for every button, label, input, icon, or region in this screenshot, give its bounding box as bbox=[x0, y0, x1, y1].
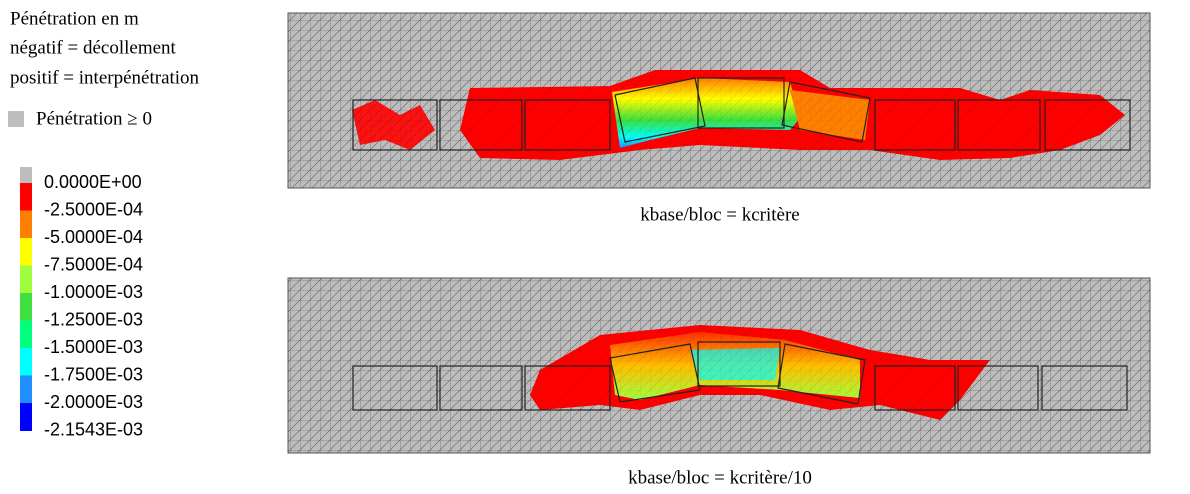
colorbar-label: -1.0000E-03 bbox=[44, 282, 143, 302]
legend-title: positif = interpénétration bbox=[10, 67, 200, 88]
colorbar-swatch bbox=[20, 210, 32, 239]
colorbar-label: -2.5000E-04 bbox=[44, 199, 143, 219]
colorbar: 0.0000E+00 -2.5000E-04 -5.0000E-04 -7.5000E… bbox=[20, 167, 143, 439]
colorbar-label: -2.0000E-03 bbox=[44, 392, 143, 412]
colorbar-label: -1.7500E-03 bbox=[44, 364, 143, 384]
contour-plot bbox=[287, 277, 1151, 454]
colorbar-label: -1.2500E-03 bbox=[44, 309, 143, 329]
caption: kbase/bloc = kcritère bbox=[640, 204, 799, 225]
colorbar-label: -1.5000E-03 bbox=[44, 337, 143, 357]
legend-label: Pénétration ≥ 0 bbox=[36, 108, 152, 129]
colorbar-swatch bbox=[20, 348, 32, 376]
legend-title: Pénétration en m bbox=[10, 8, 139, 29]
caption: kbase/bloc = kcritère/10 bbox=[628, 467, 812, 488]
legend-title: négatif = décollement bbox=[10, 37, 177, 58]
colorbar-swatch bbox=[20, 265, 32, 294]
colorbar-label: -5.0000E-04 bbox=[44, 227, 143, 247]
colorbar-label: 0.0000E+00 bbox=[44, 172, 142, 192]
colorbar-swatch bbox=[20, 320, 32, 349]
colorbar-swatch bbox=[20, 293, 32, 321]
colorbar-swatch bbox=[20, 238, 32, 266]
colorbar-swatch bbox=[20, 183, 32, 211]
colorbar-swatch bbox=[20, 375, 32, 404]
colorbar-label: -2.1543E-03 bbox=[44, 419, 143, 439]
colorbar-swatch bbox=[20, 403, 32, 431]
colorbar-swatch bbox=[20, 167, 32, 183]
legend-swatch bbox=[8, 111, 24, 127]
contour-plot bbox=[287, 12, 1151, 189]
colorbar-label: -7.5000E-04 bbox=[44, 254, 143, 274]
